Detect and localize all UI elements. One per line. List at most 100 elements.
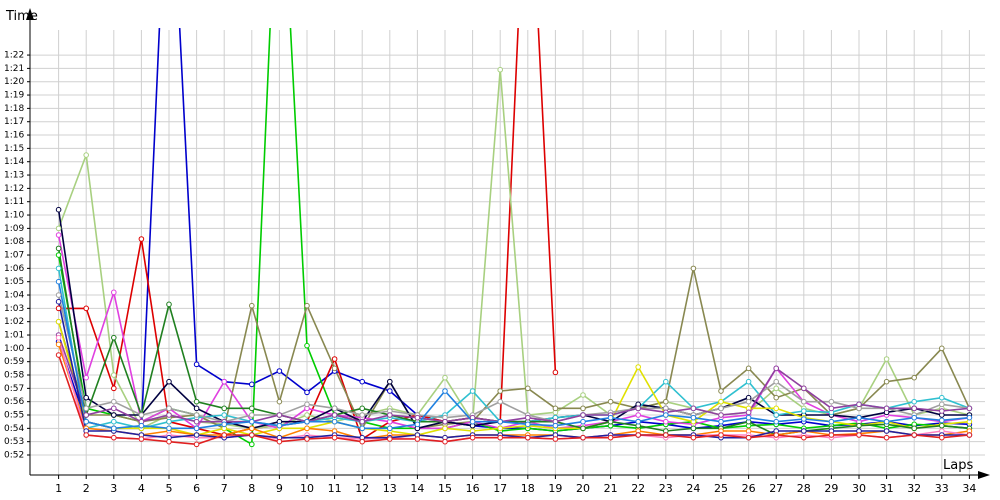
point-marker (83, 152, 89, 158)
point-marker (387, 378, 393, 385)
point-marker (55, 298, 62, 305)
point-marker (359, 378, 366, 385)
point-marker (331, 418, 338, 425)
point-marker (359, 418, 366, 425)
y-tick-label: 1:12 (4, 184, 24, 194)
point-marker (966, 405, 973, 412)
point-marker (221, 432, 227, 438)
point-marker (304, 418, 310, 425)
point-marker (193, 398, 200, 405)
point-marker (580, 412, 586, 418)
point-marker (193, 412, 200, 418)
x-tick-label: 8 (248, 482, 255, 495)
point-marker (469, 434, 476, 441)
point-marker (55, 265, 62, 272)
point-marker (83, 412, 89, 418)
series-line (57, 301, 970, 439)
point-marker (414, 436, 421, 442)
point-marker (166, 412, 172, 418)
point-marker (525, 385, 531, 392)
point-marker (359, 438, 366, 445)
point-marker (55, 206, 62, 213)
point-marker (856, 422, 862, 429)
point-marker (83, 394, 89, 401)
series-line (57, 28, 970, 432)
x-tick-label: 2 (83, 482, 90, 495)
point-marker (249, 432, 255, 438)
point-marker (276, 398, 283, 405)
y-tick-label: 1:00 (4, 344, 24, 354)
point-marker (607, 434, 614, 441)
point-marker (773, 365, 780, 372)
point-marker (111, 405, 117, 412)
y-tick-label: 1:06 (4, 264, 24, 274)
point-marker (801, 428, 807, 434)
point-marker (828, 405, 835, 412)
point-marker (249, 425, 255, 432)
x-tick-label: 6 (193, 482, 200, 495)
point-marker (635, 432, 642, 438)
y-tick-label: 1:11 (4, 197, 24, 207)
point-marker (525, 434, 531, 441)
point-marker (939, 422, 945, 429)
series-line (57, 354, 970, 446)
x-tick-label: 27 (769, 482, 783, 495)
point-marker (55, 305, 62, 312)
y-tick-label: 1:20 (4, 77, 24, 87)
point-marker (469, 418, 476, 425)
point-marker (745, 414, 752, 421)
point-marker (193, 405, 200, 412)
point-marker (111, 334, 117, 341)
point-marker (276, 412, 283, 418)
point-marker (193, 432, 200, 438)
point-marker (249, 381, 255, 388)
point-marker (138, 412, 145, 418)
x-tick-label: 20 (576, 482, 590, 495)
point-marker (331, 365, 338, 372)
x-tick-label: 34 (962, 482, 976, 495)
point-marker (442, 425, 448, 432)
point-marker (883, 405, 890, 412)
point-marker (773, 394, 780, 401)
point-marker (166, 438, 172, 445)
x-tick-label: 26 (742, 482, 756, 495)
point-marker (635, 364, 642, 370)
point-marker (939, 394, 945, 401)
y-tick-label: 0:58 (4, 371, 24, 381)
point-marker (387, 425, 393, 432)
point-marker (193, 361, 200, 368)
point-marker (745, 409, 752, 416)
point-marker (83, 432, 89, 438)
series-line (57, 294, 970, 423)
x-tick-label: 13 (383, 482, 397, 495)
point-marker (801, 398, 807, 405)
x-tick-label: 12 (355, 482, 369, 495)
point-marker (249, 405, 255, 412)
point-marker (773, 418, 780, 425)
point-marker (745, 434, 752, 441)
point-marker (883, 356, 890, 362)
y-tick-label: 0:54 (4, 424, 24, 434)
x-tick-label: 14 (410, 482, 424, 495)
point-marker (111, 289, 117, 296)
point-marker (111, 372, 117, 378)
x-axis-arrow (978, 471, 990, 479)
point-marker (745, 378, 752, 385)
y-axis-label: Time (5, 9, 38, 24)
y-tick-label: 1:22 (4, 51, 24, 61)
y-tick-label: 1:04 (4, 291, 24, 301)
y-tick-label: 1:10 (4, 211, 24, 221)
y-tick-label: 1:17 (4, 117, 24, 127)
y-tick-label: 0:52 (4, 451, 24, 461)
point-marker (193, 418, 200, 425)
point-marker (552, 422, 559, 429)
point-marker (911, 425, 918, 432)
point-marker (911, 374, 918, 381)
point-marker (55, 245, 62, 252)
x-tick-label: 31 (880, 482, 894, 495)
point-marker (166, 405, 172, 412)
point-marker (221, 421, 227, 428)
point-marker (883, 378, 890, 385)
x-tick-label: 33 (935, 482, 949, 495)
